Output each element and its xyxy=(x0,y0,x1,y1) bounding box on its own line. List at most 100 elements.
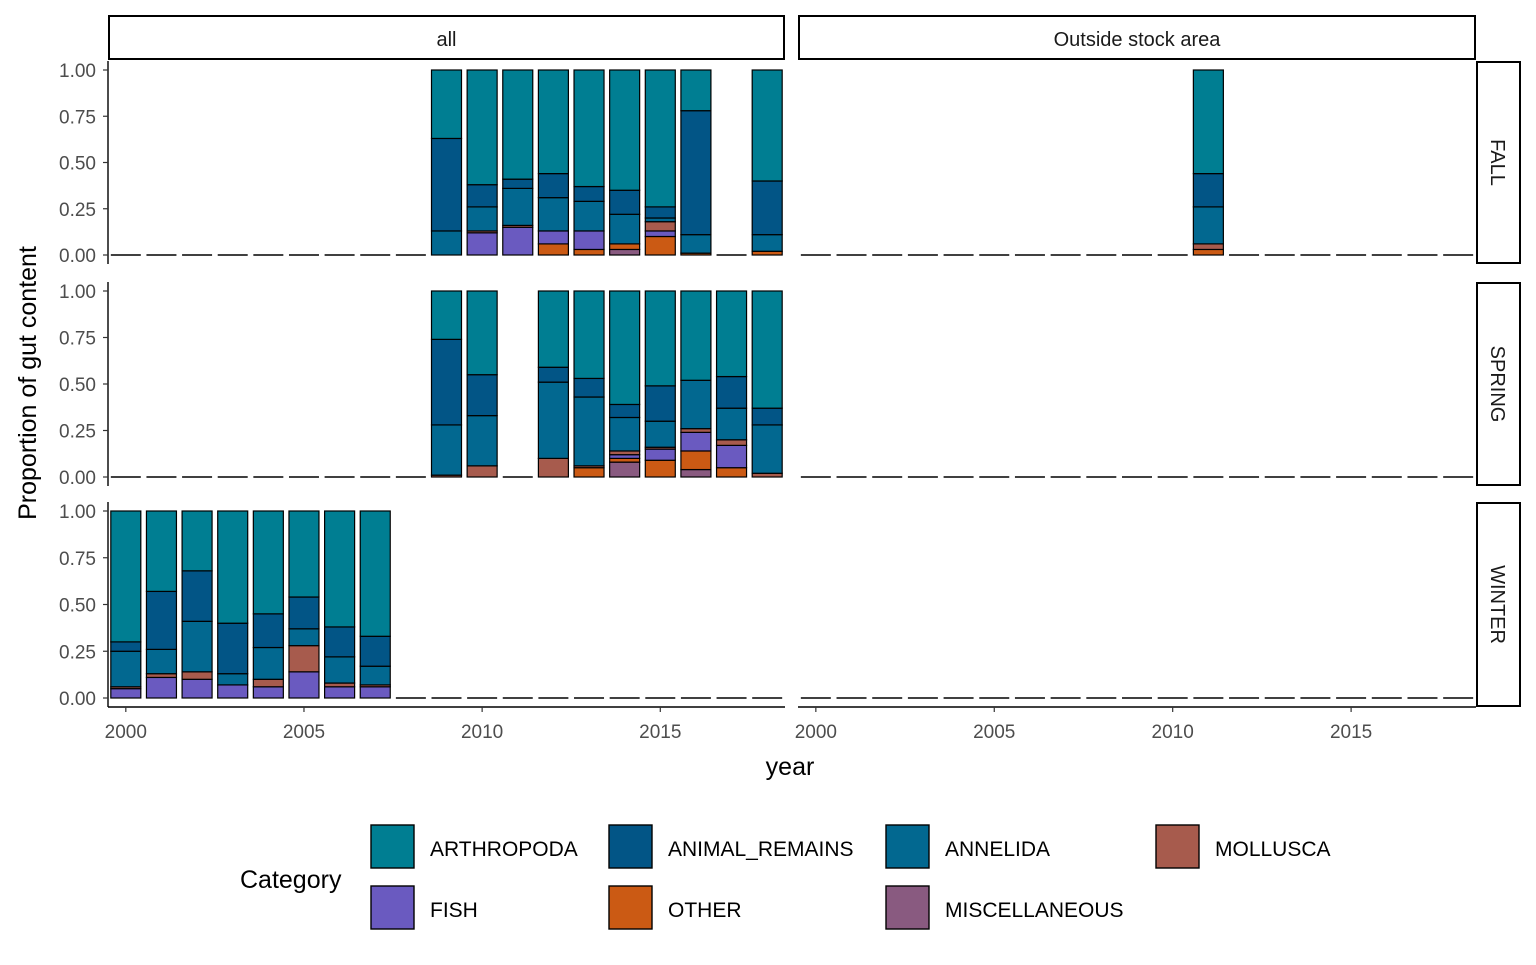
bar-segment-2012-annelida xyxy=(537,197,569,232)
bar-segment-2015-arthropoda xyxy=(644,69,676,208)
bar-segment-2009-annelida xyxy=(430,424,463,476)
bar-segment-2011-animal-remains xyxy=(1192,173,1224,208)
bar-segment-2016-fish xyxy=(680,431,712,452)
bar-segment-2015-other xyxy=(644,235,676,256)
bar-segment-2012-animal-remains xyxy=(537,366,569,383)
bar-segment-2009-animal-remains xyxy=(430,137,463,232)
x-axis-title: year xyxy=(766,753,815,781)
bar-segment-2006-annelida xyxy=(324,656,356,684)
panel-outside-stock-area-fall xyxy=(800,69,1474,256)
strip-label-outside-stock-area: Outside stock area xyxy=(1054,29,1222,51)
bar-segment-2001-animal-remains xyxy=(145,590,178,650)
x-tick-label: 2010 xyxy=(1152,722,1194,743)
bar-segment-2005-mollusca xyxy=(288,645,320,673)
bar-segment-2000-animal-remains xyxy=(110,641,142,652)
bar-segment-2012-arthropoda xyxy=(537,290,569,368)
bar-segment-2004-arthropoda xyxy=(252,510,284,615)
bar-segment-2014-annelida xyxy=(609,213,641,245)
bar-segment-2007-annelida xyxy=(359,665,391,686)
bar-segment-2016-arthropoda xyxy=(680,290,712,381)
bar-segment-2015-fish xyxy=(644,230,676,238)
panels-layer xyxy=(110,69,1474,699)
bar-segment-2003-fish xyxy=(217,684,249,699)
bar-segment-2002-annelida xyxy=(181,620,213,673)
bar-segment-2007-arthropoda xyxy=(359,510,391,637)
y-tick-label: 0.25 xyxy=(59,642,96,663)
bar-segment-2009-annelida xyxy=(430,230,463,256)
legend: Category ARTHROPODA ANIMAL_REMAINS ANNELID… xyxy=(240,824,1331,930)
strip-label-spring: SPRING xyxy=(1486,346,1508,423)
bar-segment-2016-annelida xyxy=(680,234,712,254)
bar-segment-2003-annelida xyxy=(217,673,249,686)
bar-segment-2010-animal-remains xyxy=(466,374,498,417)
legend-label-fish: FISH xyxy=(430,899,478,922)
bar-segment-2011-other xyxy=(1192,248,1224,256)
bar-segment-2014-annelida xyxy=(609,416,641,452)
bar-segment-2014-other xyxy=(609,243,641,251)
y-tick-label: 0.50 xyxy=(59,596,96,617)
bar-segment-2006-arthropoda xyxy=(324,510,356,628)
bar-segment-2009-animal-remains xyxy=(430,338,463,426)
bar-segment-2016-arthropoda xyxy=(680,69,712,112)
bar-segment-2017-fish xyxy=(715,444,748,469)
bar-segment-2018-arthropoda xyxy=(751,69,783,182)
bar-segment-2000-fish xyxy=(110,688,142,699)
strip-box-spring xyxy=(1476,282,1521,486)
bar-segment-2006-animal-remains xyxy=(324,626,356,658)
bar-segment-2011-annelida xyxy=(502,187,534,226)
bar-segment-2002-mollusca xyxy=(181,671,213,680)
bar-segment-2010-annelida xyxy=(466,206,498,232)
bar-segment-2001-fish xyxy=(145,676,178,699)
y-tick-label: 0.75 xyxy=(59,329,96,350)
y-tick-label: 0.50 xyxy=(59,154,96,175)
legend-key-miscellaneous xyxy=(885,885,930,930)
legend-label-other: OTHER xyxy=(668,899,742,922)
bar-segment-2003-animal-remains xyxy=(217,622,249,675)
bar-segment-2016-animal-remains xyxy=(680,110,712,236)
bar-segment-2016-annelida xyxy=(680,379,712,430)
strip-box-all xyxy=(108,15,785,60)
bar-segment-2018-arthropoda xyxy=(751,290,783,409)
legend-key-animal-remains xyxy=(608,824,653,869)
x-tick-label: 2015 xyxy=(639,722,681,743)
bar-segment-2013-arthropoda xyxy=(573,290,605,380)
bar-segment-2011-arthropoda xyxy=(1192,69,1224,175)
bar-segment-2000-arthropoda xyxy=(110,510,142,643)
bar-segment-2015-other xyxy=(644,459,676,478)
bar-segment-2013-annelida xyxy=(573,396,605,467)
y-tick-label: 0.25 xyxy=(59,200,96,221)
bar-segment-2013-other xyxy=(573,248,605,256)
panel-all-fall xyxy=(110,69,783,256)
y-tick-label: 1.00 xyxy=(59,282,96,303)
y-tick-label: 0.00 xyxy=(59,468,96,489)
bar-segment-2010-annelida xyxy=(466,415,498,467)
bar-segment-2014-miscellaneous xyxy=(609,461,641,478)
y-tick-label: 0.25 xyxy=(59,422,96,443)
legend-label-mollusca: MOLLUSCA xyxy=(1215,838,1331,861)
legend-label-miscellaneous: MISCELLANEOUS xyxy=(945,899,1124,922)
bar-segment-2004-annelida xyxy=(252,646,284,680)
x-tick-label: 2010 xyxy=(461,722,503,743)
bar-segment-2006-fish xyxy=(324,686,356,699)
x-tick-label: 2000 xyxy=(105,722,147,743)
legend-key-annelida xyxy=(885,824,930,869)
bar-segment-2004-fish xyxy=(252,686,284,699)
bar-segment-2013-arthropoda xyxy=(573,69,605,188)
legend-label-arthropoda: ARTHROPODA xyxy=(430,838,578,861)
bar-segment-2013-annelida xyxy=(573,200,605,232)
bar-segment-2011-mollusca xyxy=(1192,243,1224,251)
bar-segment-2015-arthropoda xyxy=(644,290,676,387)
bar-segment-2015-animal-remains xyxy=(644,206,676,219)
bar-segment-2004-animal-remains xyxy=(252,613,284,649)
bar-segment-2011-animal-remains xyxy=(502,178,534,189)
y-tick-label: 0.50 xyxy=(59,375,96,396)
bar-segment-2017-mollusca xyxy=(715,439,748,446)
bar-segment-2012-animal-remains xyxy=(537,173,569,199)
bar-segment-2000-annelida xyxy=(110,650,142,688)
y-tick-label: 1.00 xyxy=(59,61,96,82)
y-tick-label: 0.00 xyxy=(59,689,96,710)
bar-segment-2010-arthropoda xyxy=(466,290,498,376)
bar-segment-2012-arthropoda xyxy=(537,69,569,175)
bar-segment-2013-animal-remains xyxy=(573,185,605,202)
